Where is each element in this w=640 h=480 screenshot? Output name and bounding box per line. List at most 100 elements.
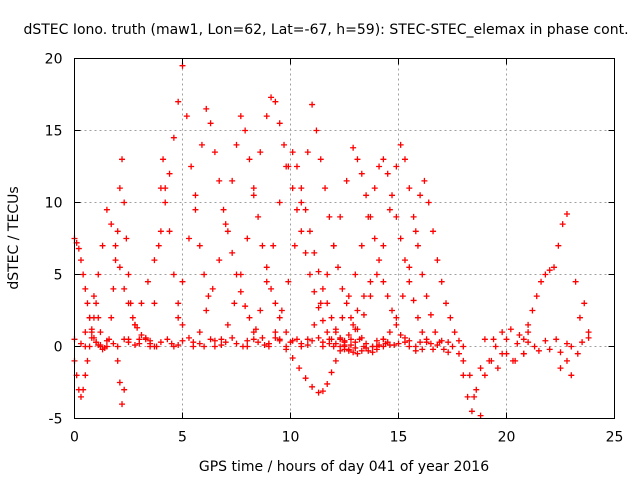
data-point — [237, 113, 244, 120]
data-point — [242, 127, 249, 134]
data-point — [384, 293, 391, 300]
data-point — [559, 221, 566, 228]
data-point — [328, 314, 335, 321]
data-point — [121, 285, 128, 292]
data-point — [440, 346, 447, 353]
data-point — [192, 192, 199, 199]
data-series — [276, 278, 374, 396]
data-point — [224, 228, 231, 235]
axis-ticks: 0 5 10 15 20 25 -5 0 5 10 15 20 — [45, 52, 624, 446]
data-point — [507, 326, 514, 333]
data-point — [419, 329, 426, 336]
data-point — [188, 163, 195, 170]
data-point — [144, 278, 151, 285]
data-point — [289, 337, 296, 344]
data-point — [399, 293, 406, 300]
data-point — [283, 163, 290, 170]
data-point — [347, 342, 354, 349]
data-point — [319, 317, 326, 324]
data-point — [293, 336, 300, 343]
x-tick-label: 10 — [282, 430, 300, 446]
y-tick-label: 10 — [45, 196, 63, 212]
data-series — [298, 144, 426, 354]
data-point — [425, 199, 432, 206]
y-axis-label: dSTEC / TECUs — [6, 186, 22, 289]
data-point — [419, 271, 426, 278]
data-point — [103, 343, 110, 350]
data-point — [525, 329, 532, 336]
data-point — [162, 185, 169, 192]
data-point — [216, 257, 223, 264]
data-point — [138, 300, 145, 307]
data-point — [170, 343, 177, 350]
data-point — [157, 339, 164, 346]
data-point — [315, 268, 322, 275]
data-point — [84, 357, 91, 364]
data-point — [289, 185, 296, 192]
data-point — [220, 206, 227, 213]
data-point — [494, 365, 501, 372]
data-point — [298, 199, 305, 206]
data-point — [196, 242, 203, 249]
data-point — [345, 331, 352, 338]
data-point — [136, 336, 143, 343]
data-point — [371, 235, 378, 242]
data-point — [525, 339, 532, 346]
data-point — [170, 134, 177, 141]
data-point — [371, 185, 378, 192]
data-point — [114, 357, 121, 364]
data-point — [77, 257, 84, 264]
data-point — [110, 340, 117, 347]
data-point — [414, 242, 421, 249]
data-point — [185, 334, 192, 341]
data-point — [389, 307, 396, 314]
data-point — [574, 350, 581, 357]
data-series — [71, 235, 110, 353]
data-point — [114, 343, 121, 350]
data-point — [568, 372, 575, 379]
data-point — [486, 357, 493, 364]
data-point — [179, 321, 186, 328]
data-point — [244, 337, 251, 344]
data-point — [88, 329, 95, 336]
data-point — [268, 94, 275, 101]
data-point — [196, 329, 203, 336]
data-point — [585, 329, 592, 336]
data-point — [302, 206, 309, 213]
plot-frame — [74, 58, 615, 419]
data-point — [557, 349, 564, 356]
data-point — [360, 293, 367, 300]
data-point — [259, 334, 266, 341]
data-point — [531, 343, 538, 350]
data-point — [82, 329, 89, 336]
data-point — [231, 300, 238, 307]
data-point — [207, 336, 214, 343]
data-point — [332, 357, 339, 364]
data-point — [358, 347, 365, 354]
data-point — [455, 337, 462, 344]
data-point — [293, 163, 300, 170]
data-point — [289, 355, 296, 362]
data-point — [466, 372, 473, 379]
data-point — [151, 300, 158, 307]
data-point — [283, 329, 290, 336]
data-point — [86, 343, 93, 350]
y-tick-label: -5 — [49, 412, 63, 428]
data-point — [358, 170, 365, 177]
data-point — [324, 329, 331, 336]
x-tick-label: 20 — [498, 430, 516, 446]
data-point — [201, 343, 208, 350]
data-point — [365, 213, 372, 220]
data-point — [283, 346, 290, 353]
data-series — [460, 326, 532, 419]
data-point — [276, 199, 283, 206]
data-point — [103, 206, 110, 213]
data-point — [185, 235, 192, 242]
data-point — [250, 329, 257, 336]
data-point — [80, 271, 87, 278]
data-point — [423, 339, 430, 346]
data-point — [302, 375, 309, 382]
data-point — [449, 343, 456, 350]
data-point — [460, 343, 467, 350]
